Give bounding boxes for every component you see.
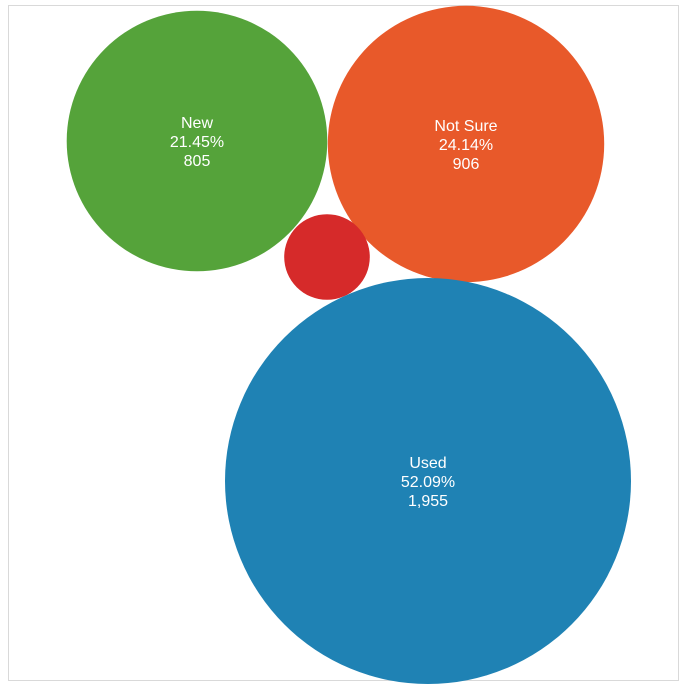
bubble-used-name-label: Used — [409, 455, 446, 472]
bubble-not-sure-percent-label: 24.14% — [439, 137, 493, 154]
bubbles-group — [66, 5, 631, 684]
bubble-not-sure[interactable] — [327, 5, 605, 283]
bubble-used-value-label: 1,955 — [408, 493, 448, 510]
bubble-new-value-label: 805 — [184, 153, 211, 170]
bubble-not-sure-name-label: Not Sure — [434, 118, 497, 135]
bubble-unlabeled[interactable] — [284, 214, 370, 300]
bubble-not-sure-value-label: 906 — [453, 156, 480, 173]
bubble-new[interactable] — [66, 10, 328, 272]
bubble-new-percent-label: 21.45% — [170, 134, 224, 151]
labels-group: New 21.45% 805 Not Sure 24.14% 906 Used 52.09% 1… — [170, 115, 498, 510]
bubble-used[interactable] — [225, 278, 631, 684]
bubble-used-percent-label: 52.09% — [401, 474, 455, 491]
bubble-new-name-label: New — [181, 115, 213, 132]
